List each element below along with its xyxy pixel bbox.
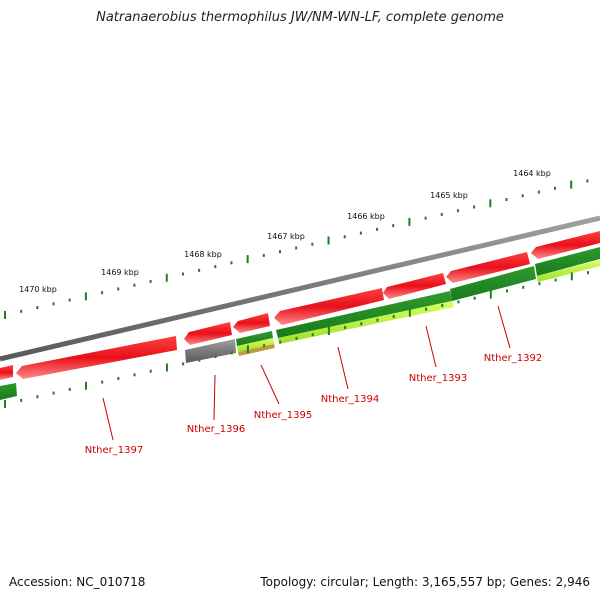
gene-arrow <box>184 322 232 345</box>
ruler-label: 1469 kbp <box>101 268 139 277</box>
ruler-label: 1470 kbp <box>19 285 57 294</box>
gene-arrow <box>0 383 17 400</box>
ruler-label: 1464 kbp <box>513 169 551 178</box>
gene-arrow <box>237 338 274 352</box>
gene-arrow <box>531 231 600 259</box>
gene-label-nther-1393[interactable]: Nther_1393 <box>409 373 467 384</box>
ruler-label: 1466 kbp <box>347 212 385 221</box>
gene-arrow <box>450 266 536 301</box>
gene-arrow <box>446 252 530 283</box>
accession-text: Accession: NC_010718 <box>9 575 146 589</box>
gene-label-nther-1396[interactable]: Nther_1396 <box>187 424 245 435</box>
ruler-label: 1465 kbp <box>430 191 468 200</box>
ruler-label: 1467 kbp <box>267 232 305 241</box>
gene-arrow <box>274 288 384 325</box>
gene-arrow <box>535 247 600 276</box>
leader-line <box>497 305 511 349</box>
leader-line <box>102 397 114 441</box>
gene-arrow <box>537 260 600 282</box>
genome-summary-text: Topology: circular; Length: 3,165,557 bp… <box>260 575 590 589</box>
leader-line <box>337 346 349 390</box>
leader-line <box>425 325 437 368</box>
gene-arrow <box>16 336 177 379</box>
gene-label-nther-1395[interactable]: Nther_1395 <box>254 410 312 421</box>
reverse-gene-track <box>0 247 600 400</box>
gene-arrow <box>233 313 270 333</box>
leader-line <box>213 374 216 421</box>
map-title: Natranaerobius thermophilus JW/NM-WN-LF,… <box>96 10 504 25</box>
gene-label-leaders <box>102 305 511 441</box>
leader-line <box>260 364 280 405</box>
outer-ruler-ticks <box>4 179 589 319</box>
gene-arrow <box>0 365 13 380</box>
gene-arrow <box>383 273 446 299</box>
gene-arrow <box>276 291 452 338</box>
ruler-label: 1468 kbp <box>184 250 222 259</box>
gene-label-nther-1394[interactable]: Nther_1394 <box>321 394 379 405</box>
gene-labels: Nther_1392 Nther_1393 Nther_1394 Nther_1… <box>85 353 542 456</box>
genome-backbone <box>0 215 600 362</box>
gene-arrow <box>185 339 236 363</box>
gene-arrow <box>236 331 273 346</box>
gene-label-nther-1397[interactable]: Nther_1397 <box>85 445 143 456</box>
gene-label-nther-1392[interactable]: Nther_1392 <box>484 353 542 364</box>
inner-ruler-ticks <box>4 271 589 408</box>
ruler-labels: 1464 kbp 1465 kbp 1466 kbp 1467 kbp 1468… <box>19 169 551 294</box>
forward-gene-track <box>0 231 600 380</box>
